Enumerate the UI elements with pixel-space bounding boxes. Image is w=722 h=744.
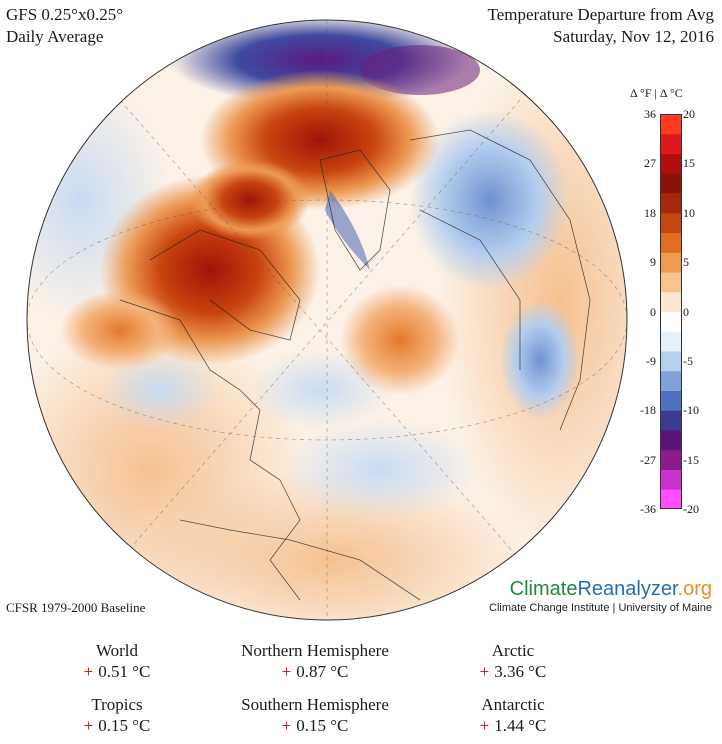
legend-swatch	[660, 193, 682, 214]
brand-subtitle: Climate Change Institute | University of…	[489, 602, 712, 614]
legend-tick-c: 10	[683, 205, 695, 220]
stat-value: 0.15 °C	[296, 716, 349, 735]
legend-swatch	[660, 449, 682, 470]
legend-swatch	[660, 272, 682, 293]
header-left: GFS 0.25°x0.25° Daily Average	[6, 4, 123, 48]
map-title: Temperature Departure from Avg	[487, 5, 714, 24]
legend-tick-c: 5	[683, 255, 689, 270]
stat-value: 3.36 °C	[494, 662, 547, 681]
brand-name-1: Climate	[509, 578, 578, 600]
legend-swatch	[660, 212, 682, 233]
legend-tick-c: 20	[683, 107, 695, 121]
legend-tick-c: -10	[683, 403, 699, 418]
brand-name-2: Reanalyzer	[577, 578, 678, 600]
stat-region: Southern Hemisphere	[241, 695, 389, 714]
legend-swatch	[660, 232, 682, 253]
baseline-note: CFSR 1979-2000 Baseline	[6, 600, 146, 615]
legend-swatch	[660, 430, 682, 451]
legend-tick-c: 15	[683, 156, 695, 171]
legend-swatch	[660, 331, 682, 352]
legend-swatch	[660, 291, 682, 312]
stat-region: Northern Hemisphere	[241, 641, 389, 660]
legend-tick-c: -15	[683, 452, 699, 467]
stat-value: 0.15 °C	[98, 716, 151, 735]
stat-sign: +	[83, 716, 94, 735]
legend-tick-c: -5	[683, 353, 693, 368]
stat-value: 1.44 °C	[494, 716, 547, 735]
legend-tick-f: 0	[650, 304, 656, 319]
legend-tick-f: 9	[650, 255, 656, 270]
stat-antarctic: Antarctic +1.44 °C	[413, 694, 613, 736]
legend-swatch	[660, 489, 682, 509]
stat-sign: +	[281, 662, 292, 681]
stat-sign: +	[479, 716, 490, 735]
stat-sign: +	[479, 662, 490, 681]
legend-swatch	[660, 133, 682, 154]
stat-sign: +	[83, 662, 94, 681]
stat-southern-hemisphere: Southern Hemisphere +0.15 °C	[215, 694, 415, 736]
stat-value: 0.51 °C	[98, 662, 151, 681]
stat-world: World +0.51 °C	[17, 640, 217, 682]
color-legend: Δ °F | Δ °C 36 27 18 9 0 -9 -18 -27 -36 20 15 10 5 0 -…	[630, 86, 718, 516]
legend-swatch	[660, 173, 682, 194]
legend-tick-c: 0	[683, 304, 689, 319]
legend-swatch	[660, 370, 682, 391]
stat-tropics: Tropics +0.15 °C	[17, 694, 217, 736]
legend-swatch	[660, 351, 682, 372]
stat-northern-hemisphere: Northern Hemisphere +0.87 °C	[215, 640, 415, 682]
averaging-label: Daily Average	[6, 27, 104, 46]
legend-swatch	[660, 390, 682, 411]
legend-swatch	[660, 114, 682, 135]
brand-name-3: .org	[677, 578, 712, 600]
stat-arctic: Arctic +3.36 °C	[413, 640, 613, 682]
legend-swatch	[660, 469, 682, 490]
legend-tick-f: -18	[640, 403, 656, 418]
legend-swatch	[660, 153, 682, 174]
stat-region: Arctic	[491, 641, 535, 660]
stat-region: World	[95, 641, 139, 660]
stat-region: Tropics	[91, 695, 143, 714]
stat-value: 0.87 °C	[296, 662, 349, 681]
legend-tick-f: -36	[640, 502, 656, 516]
legend-tick-f: -9	[646, 353, 656, 368]
legend-swatch	[660, 410, 682, 431]
model-label: GFS 0.25°x0.25°	[6, 5, 124, 24]
legend-swatch	[660, 311, 682, 332]
map-date: Saturday, Nov 12, 2016	[553, 27, 714, 46]
legend-units: Δ °F | Δ °C	[630, 86, 683, 100]
header-right: Temperature Departure from Avg Saturday,…	[488, 4, 714, 48]
legend-tick-c: -20	[683, 502, 699, 516]
legend-tick-f: 36	[644, 107, 656, 121]
legend-swatch	[660, 252, 682, 273]
brand-logo: ClimateReanalyzer.org Climate Change Ins…	[489, 578, 712, 614]
legend-tick-f: 27	[644, 156, 656, 171]
legend-colorbar	[660, 114, 682, 509]
legend-tick-f: -27	[640, 452, 656, 467]
stat-region: Antarctic	[481, 695, 545, 714]
stat-sign: +	[281, 716, 292, 735]
legend-tick-f: 18	[644, 205, 656, 220]
